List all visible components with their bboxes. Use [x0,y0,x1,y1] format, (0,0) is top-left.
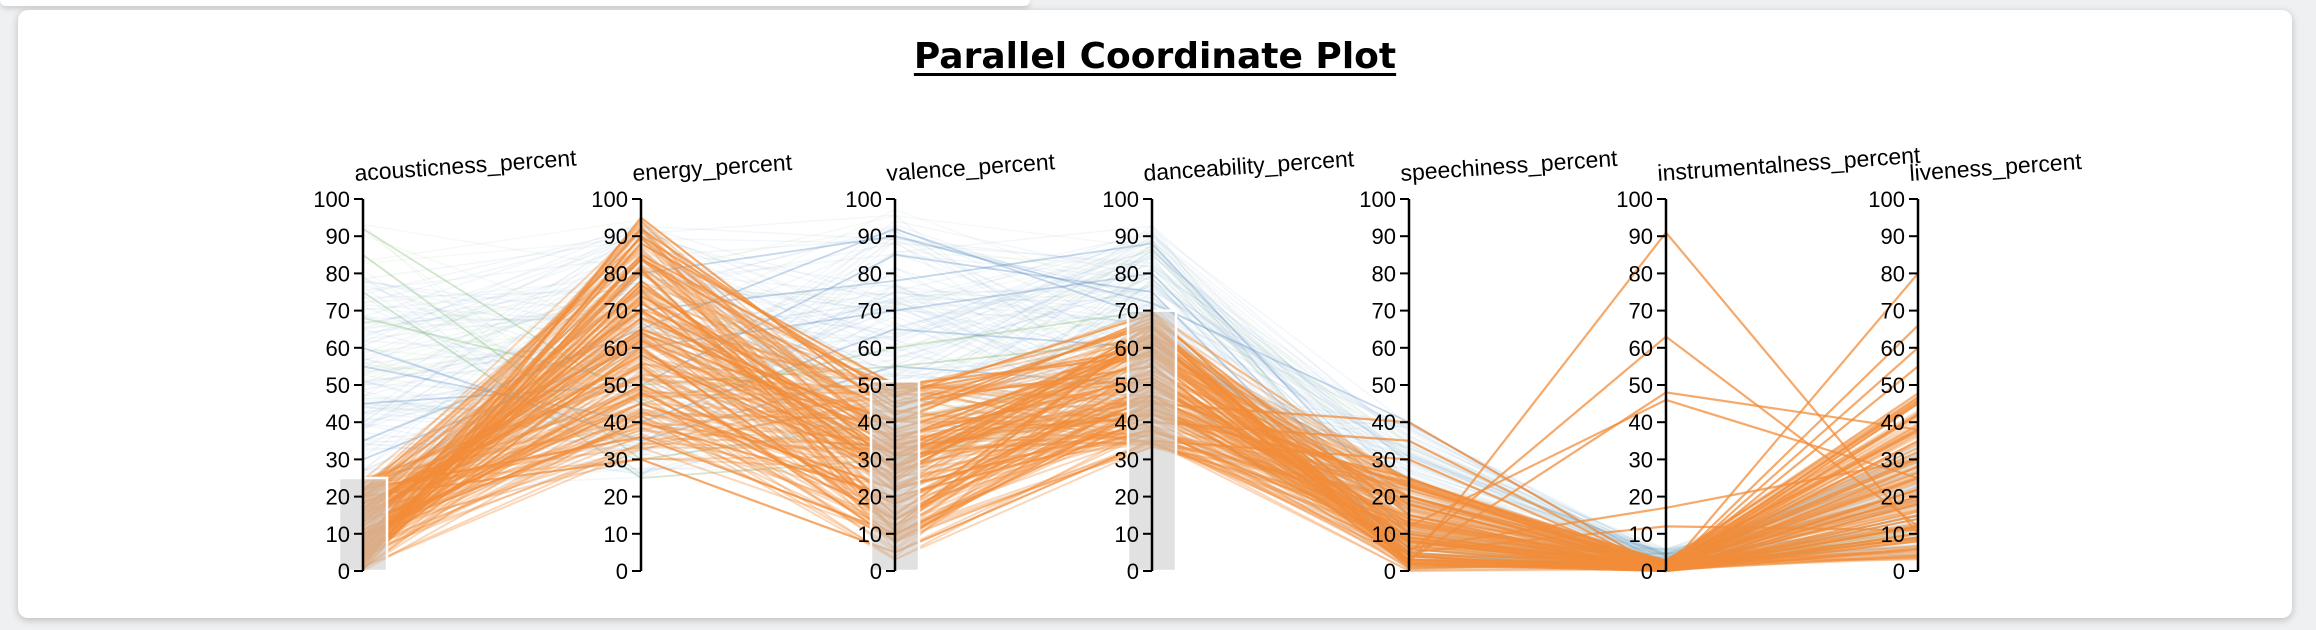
tick-label: 80 [1881,261,1905,286]
tick-label: 90 [858,224,882,249]
tick-label: 20 [1629,485,1653,510]
axis-label[interactable]: valence_percent [886,148,1057,186]
tick-label: 50 [604,373,628,398]
tick-label: 90 [1372,224,1396,249]
tick-label: 0 [1641,559,1653,584]
tick-label: 20 [1115,485,1139,510]
tick-label: 60 [858,336,882,361]
tick-label: 40 [1115,410,1139,435]
tick-label: 80 [858,261,882,286]
tick-label: 10 [858,522,882,547]
tick-label: 30 [326,447,350,472]
tick-label: 50 [858,373,882,398]
tick-label: 70 [604,299,628,324]
tick-label: 0 [616,559,628,584]
tick-label: 10 [1881,522,1905,547]
chart-card: Parallel Coordinate Plot 0 10 20 30 40 50 60 70… [18,10,2292,618]
tick-label: 10 [604,522,628,547]
tick-label: 50 [1881,373,1905,398]
axis-label[interactable]: liveness_percent [1909,148,2084,186]
tick-label: 20 [604,485,628,510]
tick-label: 100 [313,187,350,212]
tick-label: 100 [591,187,628,212]
tick-label: 80 [604,261,628,286]
tick-label: 0 [1384,559,1396,584]
tick-label: 50 [326,373,350,398]
tick-label: 40 [858,410,882,435]
tick-label: 30 [1881,447,1905,472]
tick-label: 50 [1115,373,1139,398]
chart-title: Parallel Coordinate Plot [913,36,1397,77]
axis-label[interactable]: instrumentalness_percent [1657,142,1922,186]
parallel-coordinate-plot[interactable]: 0102030405060708090100acousticness_perce… [18,10,2292,618]
axes-layer: 0102030405060708090100acousticness_perce… [313,142,2083,584]
tick-label: 50 [1372,373,1396,398]
tick-label: 100 [1359,187,1396,212]
tick-label: 70 [1115,299,1139,324]
tick-label: 60 [1372,336,1396,361]
axis-label[interactable]: speechiness_percent [1400,145,1619,186]
tick-label: 70 [1372,299,1396,324]
tick-label: 30 [604,447,628,472]
tick-label: 90 [1629,224,1653,249]
tick-label: 10 [1115,522,1139,547]
tick-label: 40 [326,410,350,435]
tick-label: 30 [1115,447,1139,472]
tick-label: 30 [858,447,882,472]
tick-label: 60 [1629,336,1653,361]
tick-label: 0 [338,559,350,584]
tick-label: 50 [1629,373,1653,398]
tick-label: 60 [326,336,350,361]
axis-label[interactable]: energy_percent [632,149,794,186]
axis-danceability_percent[interactable]: 0 10 20 30 40 50 60 70 80 90 100danceability_perce… [1102,145,1355,584]
tick-label: 90 [604,224,628,249]
tick-label: 100 [1868,187,1905,212]
tick-label: 10 [326,522,350,547]
tick-label: 70 [1881,299,1905,324]
tick-label: 10 [1372,522,1396,547]
tick-label: 40 [1881,410,1905,435]
axis-label[interactable]: acousticness_percent [354,144,578,185]
tick-label: 10 [1629,522,1653,547]
tick-label: 40 [1372,410,1396,435]
tick-label: 20 [1372,485,1396,510]
tick-label: 30 [1629,447,1653,472]
tick-label: 70 [326,299,350,324]
tick-label: 40 [1629,410,1653,435]
tick-label: 100 [1616,187,1653,212]
tick-label: 100 [845,187,882,212]
tick-label: 30 [1372,447,1396,472]
tick-label: 80 [1115,261,1139,286]
tick-label: 40 [604,410,628,435]
tick-label: 20 [1881,485,1905,510]
tick-label: 60 [1115,336,1139,361]
tick-label: 90 [1115,224,1139,249]
tick-label: 20 [858,485,882,510]
tick-label: 70 [1629,299,1653,324]
tick-label: 60 [604,336,628,361]
tick-label: 80 [326,261,350,286]
tick-label: 70 [858,299,882,324]
tick-label: 0 [870,559,882,584]
top-strip [0,0,1030,6]
tick-label: 90 [326,224,350,249]
tick-label: 100 [1102,187,1139,212]
tick-label: 80 [1629,261,1653,286]
tick-label: 80 [1372,261,1396,286]
tick-label: 0 [1893,559,1905,584]
tick-label: 20 [326,485,350,510]
tick-label: 60 [1881,336,1905,361]
tick-label: 0 [1127,559,1139,584]
axis-label[interactable]: danceability_percent [1143,145,1356,186]
tick-label: 90 [1881,224,1905,249]
